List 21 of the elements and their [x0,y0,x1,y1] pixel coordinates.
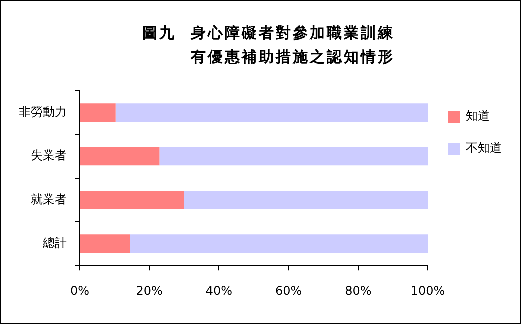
y-tick-label: 總計 [42,236,67,250]
bar [184,190,428,210]
x-tick-label: 100% [410,284,446,298]
bar [116,104,428,122]
legend-label: 不知道 [466,141,502,156]
x-tick-label: 20% [136,284,163,298]
bar [80,147,160,166]
bar [130,234,428,253]
bar [80,234,130,253]
bar [80,190,184,210]
y-tick-label: 失業者 [31,148,67,163]
x-tick-label: 0% [70,284,90,298]
y-tick-label: 非勞動力 [19,104,67,119]
bar [160,147,428,166]
x-tick-label: 60% [275,284,302,298]
x-tick-label: 80% [345,284,372,298]
x-tick-label: 40% [206,284,233,298]
bar [80,104,116,122]
chart-title: 圖九 身心障礙者對參加職業訓練有優惠補助措施之認知情形 [142,23,395,68]
y-tick-label: 就業者 [31,192,67,206]
legend-label: 知道 [466,109,490,124]
